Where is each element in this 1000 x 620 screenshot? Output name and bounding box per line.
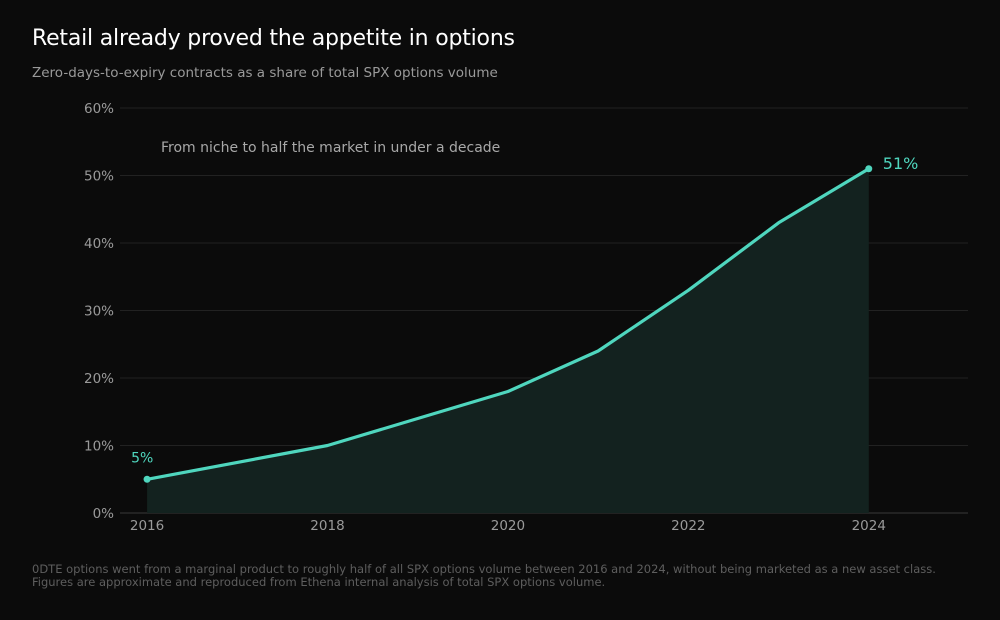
y-tick-label: 0% (93, 506, 115, 522)
endpoint-layer (143, 165, 873, 483)
y-tick-label: 60% (84, 101, 114, 117)
x-tick-label: 2024 (852, 518, 886, 534)
series-line-layer (145, 167, 871, 481)
footnote: 0DTE options went from a marginal produc… (32, 562, 936, 589)
end-point-marker (865, 165, 873, 173)
y-tick-label: 40% (84, 236, 114, 252)
area-fill (147, 168, 869, 514)
x-tick-label: 2020 (491, 518, 525, 534)
chart-title: Retail already proved the appetite in op… (32, 26, 515, 51)
series-line (145, 167, 871, 481)
y-tick-label: 20% (84, 371, 114, 387)
x-tick-label: 2016 (130, 518, 164, 534)
end-value-label: 51% (883, 154, 919, 173)
chart-subtitle: Zero-days-to-expiry contracts as a share… (32, 65, 498, 81)
y-tick-label: 50% (84, 169, 114, 185)
chart-annotation: From niche to half the market in under a… (161, 140, 500, 156)
x-tick-label: 2018 (310, 518, 344, 534)
start-value-label: 5% (131, 450, 153, 466)
y-tick-label: 10% (84, 439, 114, 455)
start-point-marker (143, 475, 151, 483)
area-fill-layer (147, 168, 869, 514)
x-tick-label: 2022 (671, 518, 705, 534)
y-axis-ticks: 0% 10% 20% 30% 40% 50% 60% (84, 101, 114, 522)
x-axis-ticks: 2016 2018 2020 2022 2024 (130, 518, 886, 534)
y-tick-label: 30% (84, 304, 114, 320)
